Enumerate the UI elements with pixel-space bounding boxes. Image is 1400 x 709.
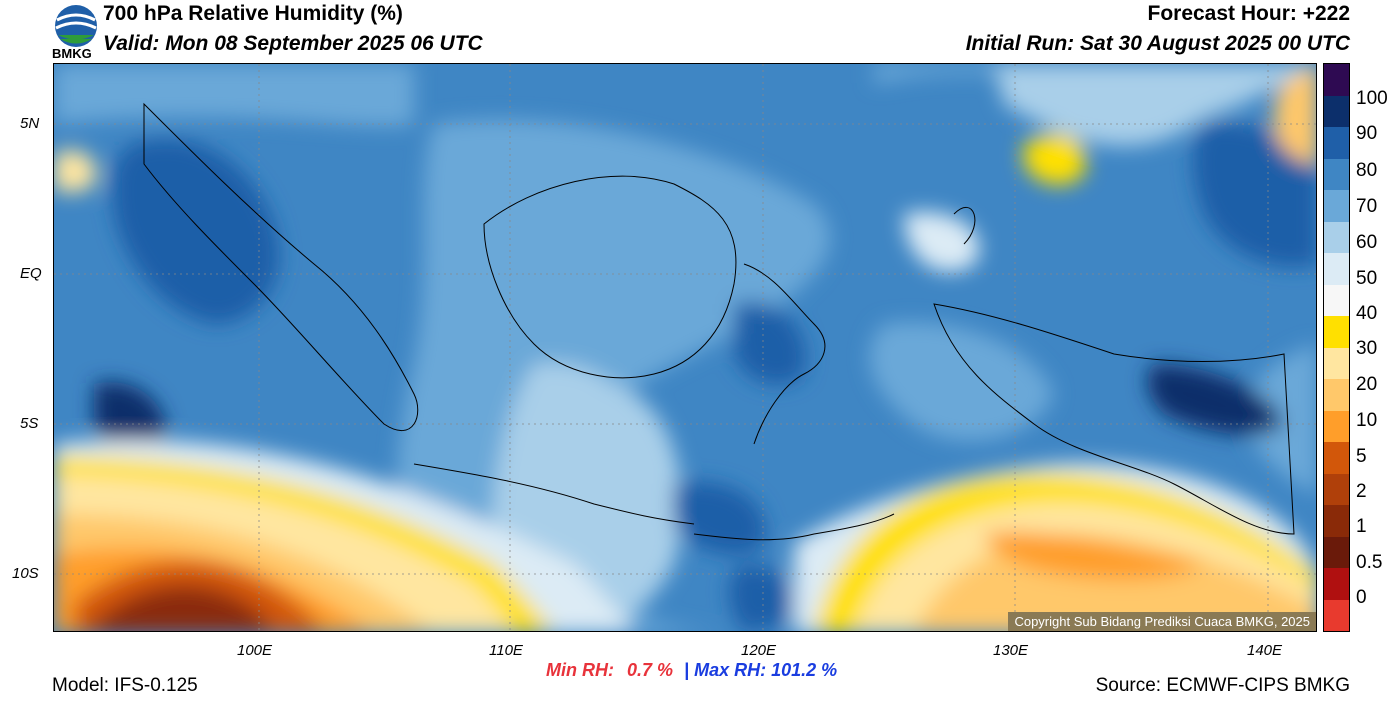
colorbar-label-40: 40 <box>1356 303 1378 324</box>
lat-tick-5s: 5S <box>20 415 39 432</box>
source-label: Source: ECMWF-CIPS BMKG <box>1095 675 1350 696</box>
colorbar-swatch <box>1324 442 1349 474</box>
colorbar-label-90: 90 <box>1356 123 1378 144</box>
minmax-separator: | <box>684 660 690 680</box>
colorbar-swatch <box>1324 253 1349 285</box>
colorbar-swatch <box>1324 95 1349 127</box>
colorbar-label-50: 50 <box>1356 268 1378 289</box>
lat-tick-eq: EQ <box>20 265 42 282</box>
colorbar-swatch <box>1324 127 1349 159</box>
lat-tick-5n: 5N <box>20 115 40 132</box>
chart-title: 700 hPa Relative Humidity (%) <box>103 2 403 25</box>
colorbar-label-80: 80 <box>1356 160 1378 181</box>
valid-time: Valid: Mon 08 September 2025 06 UTC <box>103 32 483 55</box>
colorbar-swatch <box>1324 347 1349 379</box>
graticule <box>54 64 1316 631</box>
humidity-map-field <box>54 64 1316 631</box>
colorbar-label-5: 5 <box>1356 446 1367 467</box>
forecast-hour: Forecast Hour: +222 <box>1147 2 1351 25</box>
initial-run: Initial Run: Sat 30 August 2025 00 UTC <box>965 32 1350 55</box>
colorbar-label-70: 70 <box>1356 196 1378 217</box>
colorbar-swatch <box>1324 379 1349 411</box>
min-rh-value: 0.7 % <box>627 660 674 680</box>
colorbar-swatch <box>1324 505 1349 537</box>
model-label: Model: IFS-0.125 <box>52 675 198 696</box>
bmkg-logo: BMKG <box>52 2 100 61</box>
colorbar-label-20: 20 <box>1356 374 1378 395</box>
lon-tick-110e: 110E <box>489 642 523 659</box>
colorbar-label-10: 10 <box>1356 410 1378 431</box>
lon-tick-140e: 140E <box>1247 642 1283 659</box>
colorbar-swatch <box>1324 190 1349 222</box>
colorbar-swatch <box>1324 599 1349 631</box>
min-rh-label: Min RH: <box>546 660 614 680</box>
colorbar-label-0: 0 <box>1356 587 1367 608</box>
colorbar-label-60: 60 <box>1356 232 1378 253</box>
colorbar-swatch <box>1324 158 1349 190</box>
colorbar-swatch <box>1324 410 1349 442</box>
copyright-notice: Copyright Sub Bidang Prediksi Cuaca BMKG… <box>1008 612 1316 631</box>
lon-tick-120e: 120E <box>741 642 777 659</box>
colorbar-swatch <box>1324 64 1349 96</box>
colorbar-label-100: 100 <box>1356 88 1388 109</box>
colorbar-label-30: 30 <box>1356 338 1378 359</box>
min-max-readout: Min RH: 0.7 % | Max RH: 101.2 % <box>546 660 837 681</box>
colorbar-swatch <box>1324 284 1349 316</box>
bmkg-logo-icon <box>55 5 97 47</box>
max-rh: Max RH: 101.2 % <box>694 660 838 680</box>
lon-tick-100e: 100E <box>237 642 273 659</box>
humidity-map: Copyright Sub Bidang Prediksi Cuaca BMKG… <box>53 63 1317 632</box>
lon-tick-130e: 130E <box>993 642 1029 659</box>
colorbar-swatch <box>1324 536 1349 568</box>
colorbar-label-2: 2 <box>1356 481 1367 502</box>
colorbar-swatches <box>1324 64 1349 631</box>
colorbar <box>1323 63 1350 632</box>
colorbar-swatch <box>1324 568 1349 600</box>
colorbar-label-1: 1 <box>1356 516 1367 537</box>
colorbar-label-0-5: 0.5 <box>1356 552 1383 573</box>
coastlines <box>143 102 1295 541</box>
logo-text: BMKG <box>52 46 92 61</box>
lat-tick-10s: 10S <box>12 565 39 582</box>
colorbar-swatch <box>1324 221 1349 253</box>
colorbar-swatch <box>1324 316 1349 348</box>
colorbar-swatch <box>1324 473 1349 505</box>
